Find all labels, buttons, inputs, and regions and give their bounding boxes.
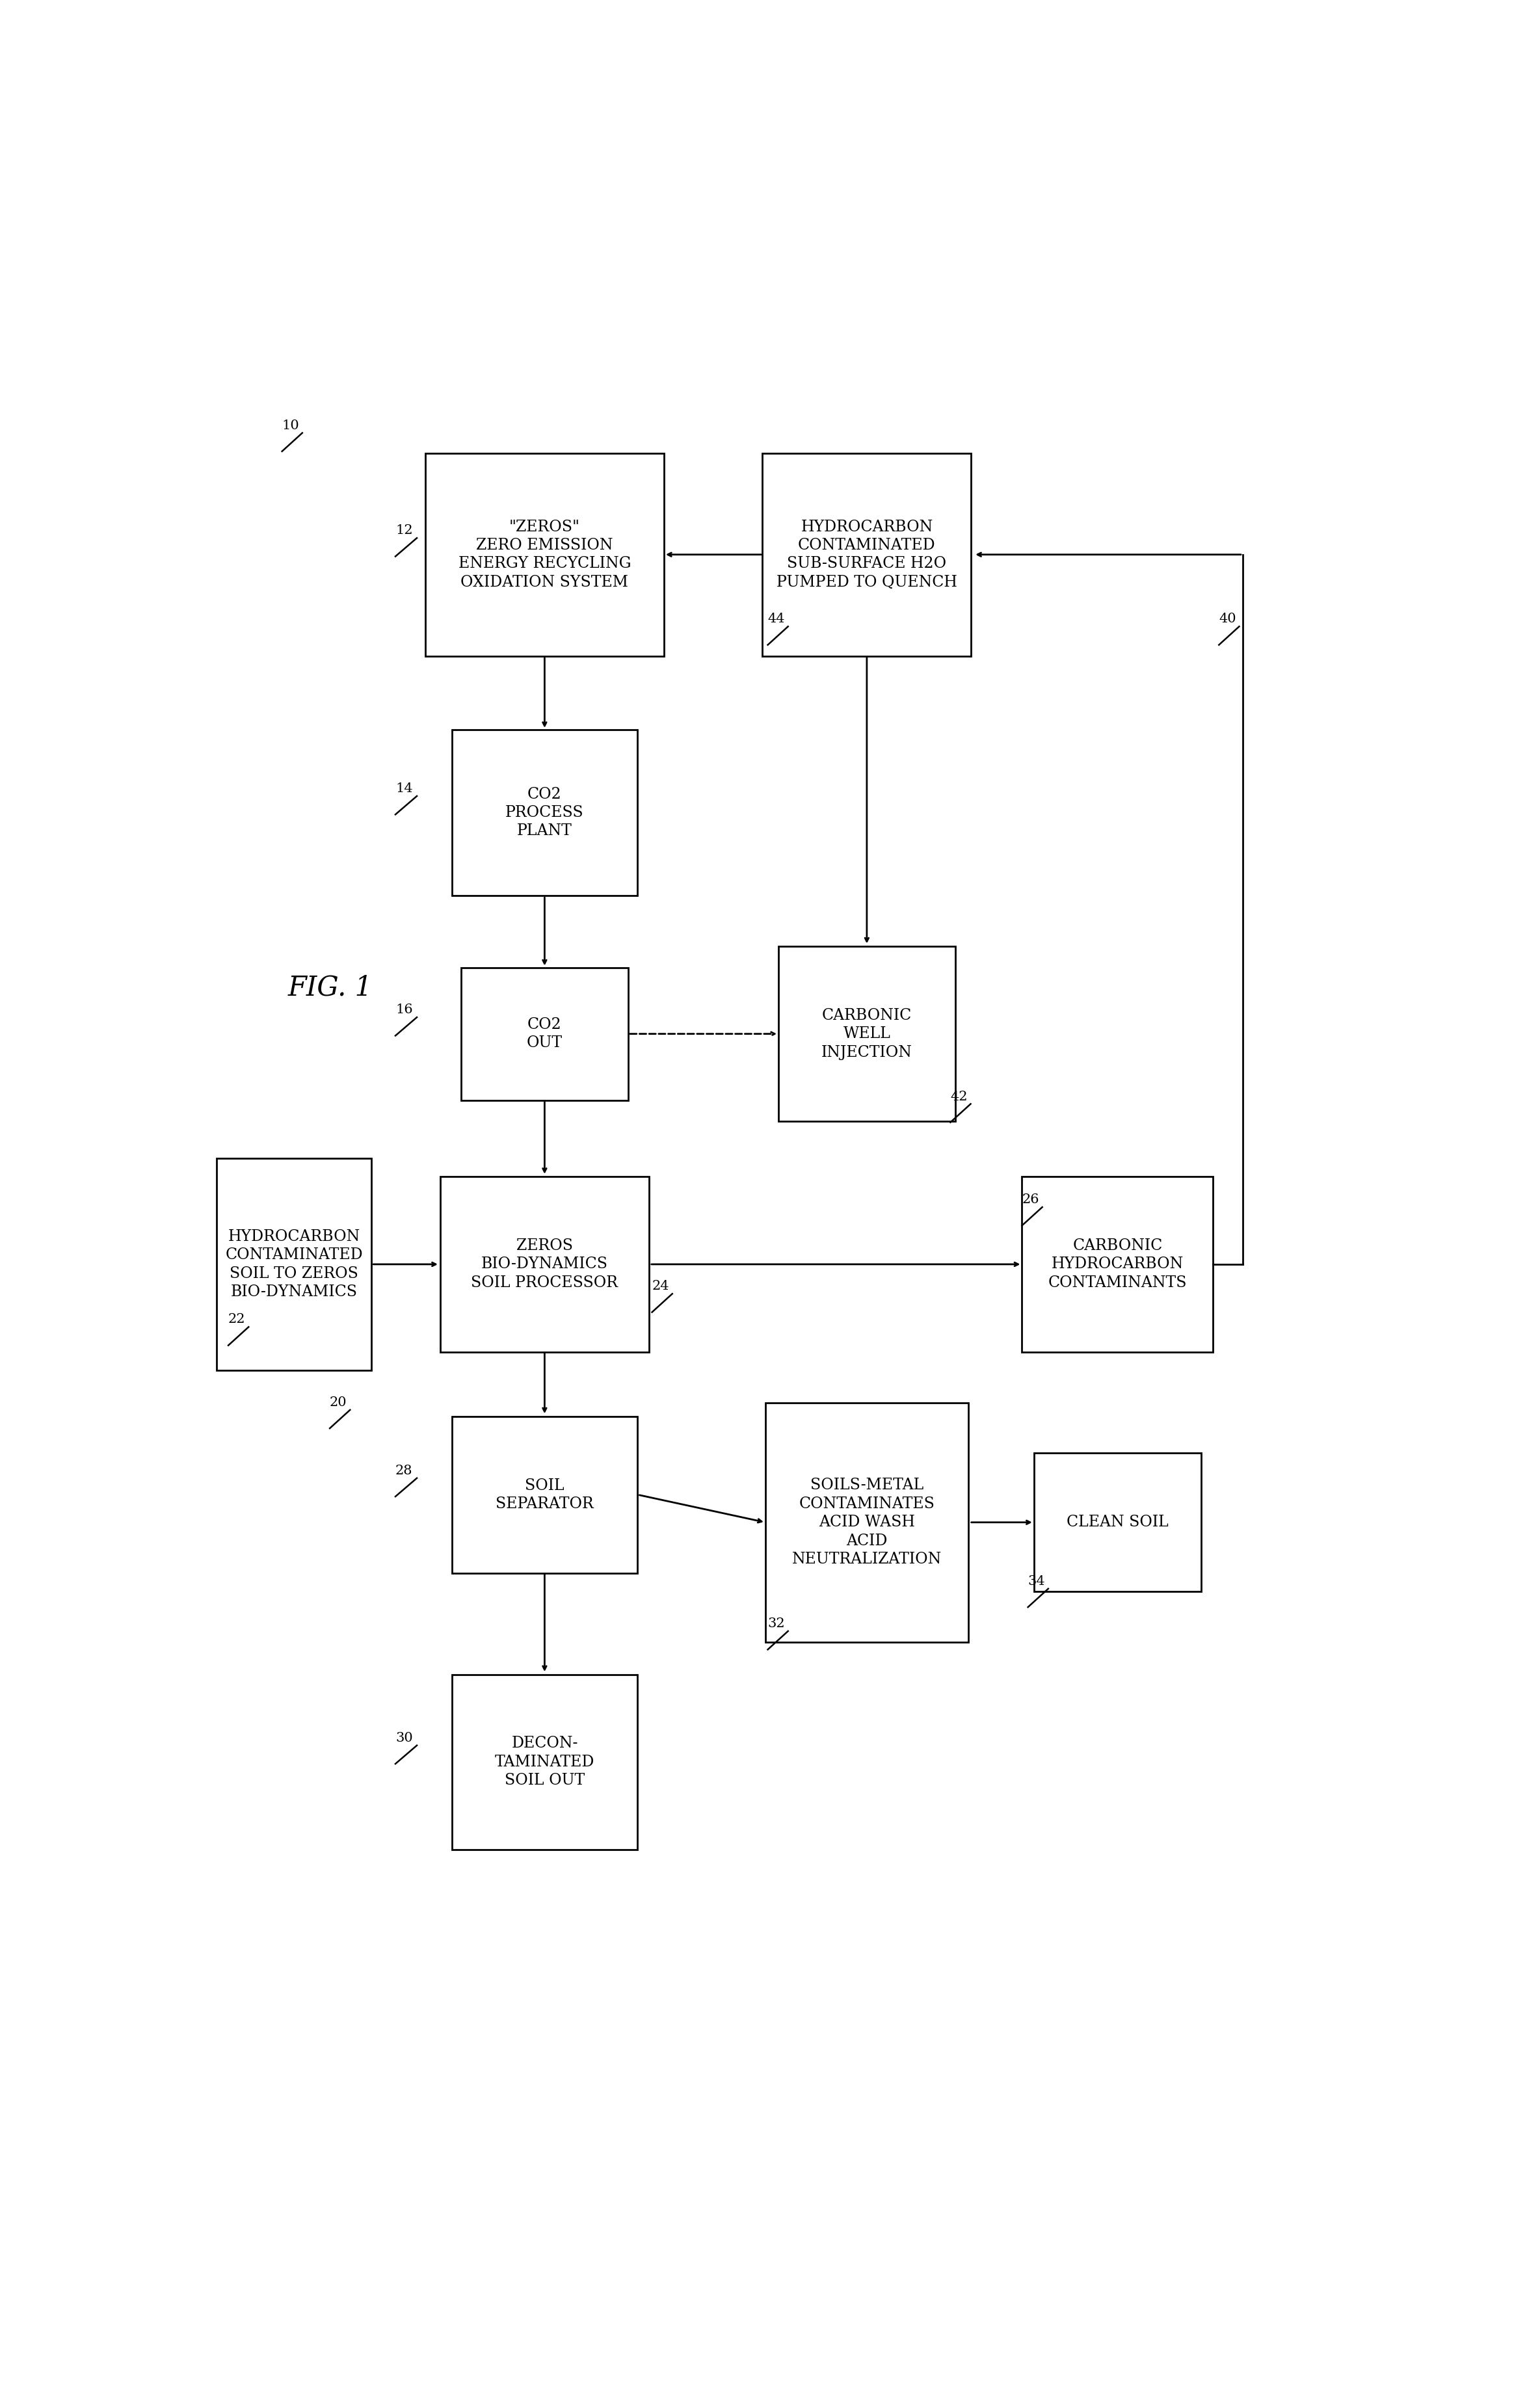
Text: ZEROS
BIO-DYNAMICS
SOIL PROCESSOR: ZEROS BIO-DYNAMICS SOIL PROCESSOR	[471, 1238, 618, 1290]
Text: 16: 16	[396, 1003, 413, 1015]
Bar	[765, 1403, 969, 1642]
Bar	[762, 452, 972, 656]
Bar	[453, 730, 638, 895]
Bar	[425, 452, 664, 656]
Text: CARBONIC
HYDROCARBON
CONTAMINANTS: CARBONIC HYDROCARBON CONTAMINANTS	[1049, 1238, 1187, 1290]
Text: CO2
OUT: CO2 OUT	[527, 1017, 562, 1051]
Text: 22: 22	[228, 1314, 245, 1326]
Text: FIG. 1: FIG. 1	[288, 974, 373, 1001]
Bar	[779, 946, 955, 1120]
Text: 10: 10	[282, 419, 299, 431]
Text: CLEAN SOIL: CLEAN SOIL	[1067, 1515, 1169, 1530]
Text: DECON-
TAMINATED
SOIL OUT: DECON- TAMINATED SOIL OUT	[494, 1736, 594, 1788]
Text: 20: 20	[330, 1396, 347, 1408]
Text: 28: 28	[396, 1465, 413, 1477]
Text: CO2
PROCESS
PLANT: CO2 PROCESS PLANT	[505, 788, 584, 838]
Bar	[453, 1673, 638, 1851]
Text: 42: 42	[950, 1089, 967, 1104]
Text: "ZEROS"
ZERO EMISSION
ENERGY RECYCLING
OXIDATION SYSTEM: "ZEROS" ZERO EMISSION ENERGY RECYCLING O…	[459, 519, 631, 589]
Bar	[453, 1417, 638, 1573]
Text: 12: 12	[396, 524, 413, 536]
Bar	[216, 1159, 371, 1369]
Text: 24: 24	[651, 1281, 670, 1293]
Text: 14: 14	[396, 783, 413, 795]
Text: 26: 26	[1023, 1195, 1040, 1207]
Text: 44: 44	[768, 613, 785, 625]
Text: SOIL
SEPARATOR: SOIL SEPARATOR	[496, 1477, 593, 1511]
Text: 34: 34	[1029, 1575, 1046, 1587]
Text: SOILS-METAL
CONTAMINATES
ACID WASH
ACID
NEUTRALIZATION: SOILS-METAL CONTAMINATES ACID WASH ACID …	[792, 1477, 941, 1566]
Text: 40: 40	[1220, 613, 1237, 625]
Text: HYDROCARBON
CONTAMINATED
SOIL TO ZEROS
BIO-DYNAMICS: HYDROCARBON CONTAMINATED SOIL TO ZEROS B…	[225, 1228, 363, 1300]
Text: HYDROCARBON
CONTAMINATED
SUB-SURFACE H2O
PUMPED TO QUENCH: HYDROCARBON CONTAMINATED SUB-SURFACE H2O…	[776, 519, 958, 589]
Text: 30: 30	[396, 1731, 413, 1745]
Text: CARBONIC
WELL
INJECTION: CARBONIC WELL INJECTION	[821, 1008, 912, 1061]
Text: 32: 32	[768, 1618, 785, 1630]
Bar	[1023, 1178, 1214, 1353]
Bar	[460, 967, 628, 1101]
Bar	[1033, 1453, 1201, 1592]
Bar	[440, 1178, 648, 1353]
